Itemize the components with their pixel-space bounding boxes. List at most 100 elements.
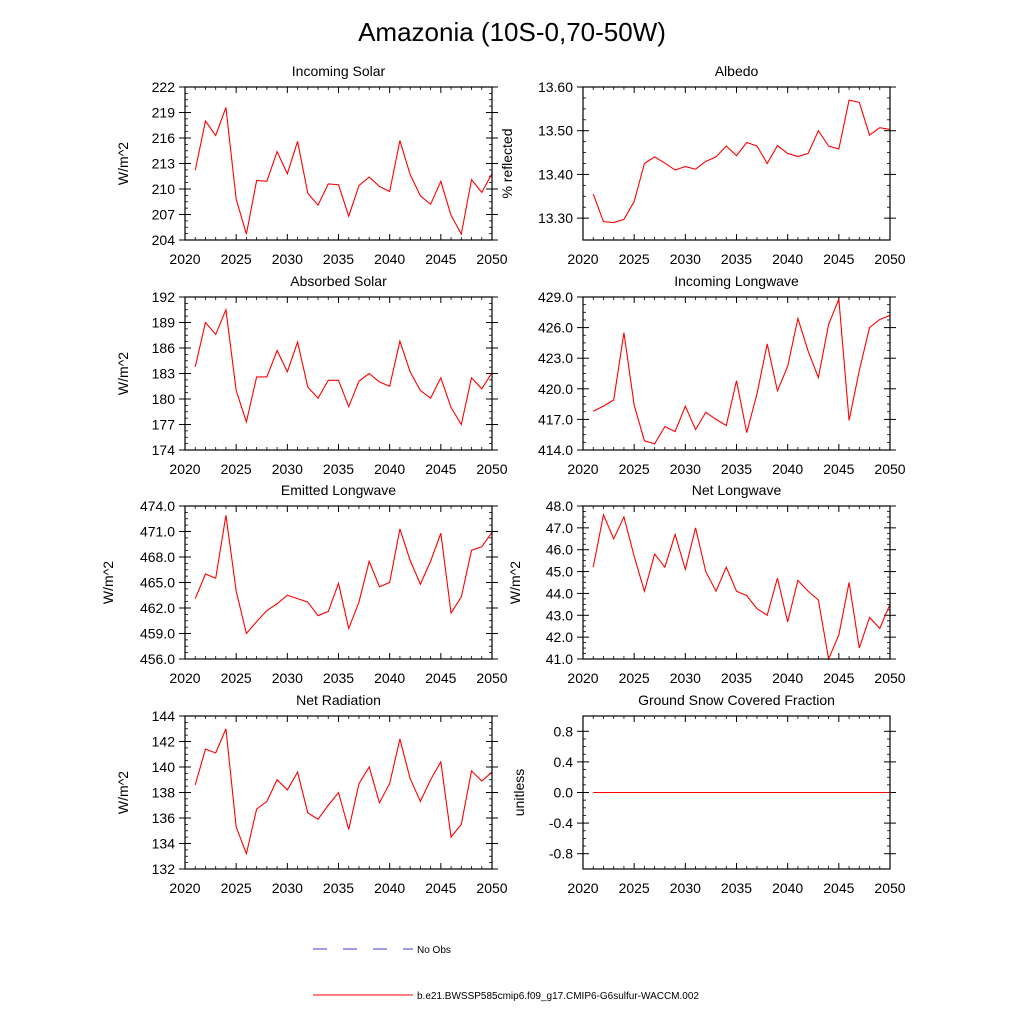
x-tick-label: 2045: [425, 670, 456, 686]
y-tick-label: 0.8: [554, 723, 574, 739]
y-tick-label: 41.0: [546, 651, 573, 667]
x-tick-label: 2050: [874, 251, 905, 267]
x-tick-label: 2035: [721, 461, 752, 477]
y-tick-label: 142: [152, 734, 176, 750]
y-tick-label: 219: [152, 105, 176, 121]
y-tick-label: 474.0: [140, 498, 175, 514]
series-line-1: [194, 728, 493, 856]
y-axis-label: W/m^2: [507, 561, 523, 604]
plot-frame: [582, 296, 891, 451]
chart-panel-2: Albedo 2020 2025 2030 2035 2040 2045 2050 13.30 1…: [499, 63, 906, 267]
y-tick-label: 138: [152, 785, 176, 801]
y-tick-label: 180: [152, 391, 176, 407]
legend-label-no-obs: No Obs: [417, 945, 451, 956]
plot-frame: [184, 86, 493, 241]
x-tick-label: 2030: [670, 880, 701, 896]
x-tick-label: 2045: [823, 251, 854, 267]
x-tick-label: 2025: [619, 670, 650, 686]
y-tick-label: 204: [152, 232, 176, 248]
y-tick-label: 174: [152, 442, 176, 458]
y-tick-label: 48.0: [546, 498, 573, 514]
x-tick-label: 2025: [221, 251, 252, 267]
y-tick-label: 136: [152, 810, 176, 826]
x-tick-label: 2035: [323, 880, 354, 896]
y-tick-label: 0.4: [554, 754, 574, 770]
series-line-1: [194, 107, 493, 236]
x-tick-label: 2050: [476, 880, 507, 896]
y-axis-label: W/m^2: [115, 771, 131, 814]
x-tick-label: 2020: [567, 880, 598, 896]
plot-frame: [582, 505, 891, 660]
y-tick-label: 192: [152, 289, 176, 305]
y-tick-label: -0.4: [549, 815, 573, 831]
y-tick-label: 222: [152, 79, 176, 95]
y-tick-label: 140: [152, 759, 176, 775]
panel-title: Net Radiation: [296, 692, 381, 708]
panel-title: Absorbed Solar: [290, 273, 387, 289]
x-tick-label: 2030: [272, 880, 303, 896]
y-axis-label: W/m^2: [100, 561, 116, 604]
x-tick-label: 2030: [670, 461, 701, 477]
y-tick-label: 414.0: [538, 442, 573, 458]
y-tick-label: 462.0: [140, 600, 175, 616]
legend: No Obs b.e21.BWSSP585cmip6.f09_g17.CMIP6…: [313, 945, 699, 1002]
y-tick-label: 213: [152, 156, 176, 172]
x-tick-label: 2050: [476, 251, 507, 267]
x-tick-label: 2025: [619, 880, 650, 896]
y-tick-label: 13.50: [538, 123, 573, 139]
x-tick-label: 2050: [476, 461, 507, 477]
x-tick-label: 2035: [721, 670, 752, 686]
chart-panel-5: Emitted Longwave 2020 2025 2030 2035 2040 2045…: [100, 482, 508, 686]
panel-title: Incoming Longwave: [674, 273, 799, 289]
y-tick-label: 456.0: [140, 651, 175, 667]
y-tick-label: 47.0: [546, 520, 573, 536]
chart-panel-8: Ground Snow Covered Fraction 2020 2025 2030…: [511, 692, 906, 896]
x-tick-label: 2020: [567, 461, 598, 477]
plot-frame: [582, 86, 891, 241]
x-tick-label: 2035: [323, 670, 354, 686]
panel-title: Net Longwave: [692, 482, 782, 498]
x-tick-label: 2050: [476, 670, 507, 686]
x-tick-label: 2030: [272, 251, 303, 267]
x-tick-label: 2045: [425, 461, 456, 477]
y-tick-label: 471.0: [140, 524, 175, 540]
x-tick-label: 2045: [425, 880, 456, 896]
x-tick-label: 2045: [823, 880, 854, 896]
y-tick-label: 43.0: [546, 607, 573, 623]
y-tick-label: 132: [152, 861, 176, 877]
y-axis-label: W/m^2: [115, 142, 131, 185]
y-axis-label: % reflected: [499, 128, 515, 198]
panel-title: Albedo: [715, 63, 759, 79]
y-tick-label: 0.0: [554, 785, 574, 801]
x-tick-label: 2025: [619, 461, 650, 477]
x-tick-label: 2020: [169, 670, 200, 686]
series-line-1: [592, 512, 891, 661]
x-tick-label: 2040: [374, 251, 405, 267]
x-tick-label: 2040: [374, 880, 405, 896]
x-tick-label: 2020: [169, 461, 200, 477]
x-tick-label: 2020: [567, 670, 598, 686]
x-tick-label: 2040: [772, 461, 803, 477]
y-tick-label: 46.0: [546, 542, 573, 558]
chart-panel-1: Incoming Solar 2020 2025 2030 2035 2040 2045 20…: [115, 63, 508, 267]
x-tick-label: 2020: [169, 880, 200, 896]
y-tick-label: 13.40: [538, 166, 573, 182]
y-tick-label: 216: [152, 130, 176, 146]
y-tick-label: 429.0: [538, 289, 573, 305]
chart-panel-6: Net Longwave 2020 2025 2030 2035 2040 2045 2050…: [507, 482, 906, 686]
series-line-1: [194, 307, 493, 426]
x-tick-label: 2045: [823, 461, 854, 477]
y-tick-label: 45.0: [546, 564, 573, 580]
y-tick-label: 13.30: [538, 210, 573, 226]
x-tick-label: 2030: [670, 670, 701, 686]
series-line-1: [592, 99, 891, 224]
y-tick-label: 420.0: [538, 381, 573, 397]
x-tick-label: 2050: [874, 670, 905, 686]
panel-title: Incoming Solar: [292, 63, 386, 79]
y-tick-label: 417.0: [538, 411, 573, 427]
panels: Incoming Solar 2020 2025 2030 2035 2040 2045 20…: [100, 63, 906, 896]
x-tick-label: 2025: [221, 670, 252, 686]
y-axis-label: unitless: [511, 769, 527, 816]
panel-title: Emitted Longwave: [281, 482, 396, 498]
